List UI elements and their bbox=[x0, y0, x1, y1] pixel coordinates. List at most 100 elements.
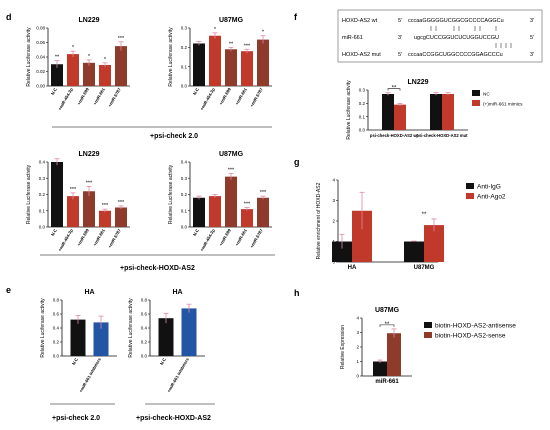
x-tick-label: N.C bbox=[50, 87, 58, 96]
bar bbox=[225, 49, 237, 86]
bar bbox=[387, 333, 401, 376]
y-tick-label: 0.06 bbox=[36, 40, 45, 45]
x-tick-label: +miR-454-3p bbox=[57, 87, 74, 112]
bar bbox=[373, 361, 387, 376]
group-label-d-bottom: +psi-check-HOXD-AS2 bbox=[120, 265, 195, 272]
significance-label: ** bbox=[422, 212, 427, 218]
x-tick-label: N.C bbox=[50, 228, 58, 237]
bar bbox=[193, 43, 205, 86]
y-tick-label: 0.2 bbox=[141, 340, 148, 345]
chart-e-ha-hoxd: HA Relative Luciferase activity 0.0 0.2 0.4 0… bbox=[128, 289, 205, 393]
y-tick-label: 2 bbox=[356, 345, 359, 350]
bar bbox=[241, 51, 253, 86]
x-tick-label: +miR-661 inhibitors bbox=[166, 356, 190, 393]
y-axis-label: Relative Luciferase activity bbox=[128, 298, 134, 358]
significance-label: * bbox=[72, 45, 75, 51]
sequence-text-mir: ugcgCUCCGGUCUCUGGUCCGU bbox=[414, 35, 499, 41]
significance-label: * bbox=[88, 54, 91, 60]
bar bbox=[99, 210, 111, 227]
group-label-d-top: +psi-check 2.0 bbox=[150, 133, 198, 140]
x-tick-label: psi-check-HOXD-AS2 wt bbox=[370, 133, 419, 138]
chart-title: U87MG bbox=[219, 17, 244, 24]
y-axis-label: Relative Luciferase activity bbox=[40, 298, 46, 358]
y-tick-label: 0.0 bbox=[39, 225, 46, 230]
y-tick-label: 0 bbox=[356, 374, 359, 379]
sequence-row-wt: HOXD-AS2 wt 5' cccaaGGGGGUCGGCGCCCCAGGCu… bbox=[342, 18, 534, 24]
legend-label: Anti-IgG bbox=[477, 184, 501, 191]
y-tick-label: 0.0 bbox=[181, 84, 188, 89]
y-tick-label: 0 bbox=[332, 260, 335, 265]
chart-d-ln229-hoxd: LN229 Relative Luciferase activity 0.0 0.1 0… bbox=[26, 151, 130, 252]
x-tick-label: +miR-599 bbox=[218, 227, 232, 246]
bar bbox=[241, 209, 253, 227]
y-tick-label: 0.0 bbox=[141, 354, 148, 359]
x-tick-label: +miR-661 bbox=[92, 227, 106, 246]
y-axis-label: Relative Luciferase activity bbox=[346, 80, 352, 140]
significance-label: *** bbox=[244, 43, 251, 49]
bar bbox=[209, 196, 221, 227]
sequence-name-mir: miR-661 bbox=[342, 35, 363, 41]
y-tick-label: 0.4 bbox=[53, 326, 60, 331]
x-tick-label: +miR-661 bbox=[234, 86, 248, 105]
sequence-row-mir: miR-661 3' ugcgCUCCGGUCUCUGGUCCGU 5' bbox=[342, 35, 534, 41]
y-tick-label: 0.8 bbox=[141, 298, 148, 303]
sequence-end3-wt: 3' bbox=[530, 18, 534, 24]
bar bbox=[83, 62, 95, 86]
bar bbox=[404, 241, 424, 262]
y-tick-label: 0.2 bbox=[181, 192, 188, 197]
chart-title: HA bbox=[84, 289, 94, 296]
bar bbox=[382, 94, 394, 130]
x-tick-label: N.C bbox=[192, 228, 200, 237]
panel-label-h: h bbox=[294, 288, 300, 298]
y-tick-label: 0.1 bbox=[181, 64, 188, 69]
bar bbox=[93, 322, 109, 356]
x-tick-label: +miR-599 bbox=[76, 227, 90, 246]
y-axis-label: Relative enrichment of HOXD-AS2 bbox=[316, 182, 322, 259]
legend-swatch bbox=[466, 193, 474, 199]
bar bbox=[83, 191, 95, 227]
bar bbox=[257, 39, 269, 86]
y-tick-label: 4 bbox=[332, 178, 335, 183]
bar bbox=[257, 197, 269, 227]
x-tick-label: +miR-661 bbox=[92, 86, 106, 105]
bar bbox=[424, 225, 444, 262]
x-tick-label: +miR-661 bbox=[234, 227, 248, 246]
y-tick-label: 0.1 bbox=[359, 114, 366, 119]
sequence-row-mut: HOXD-AS2 mut 5' cccaaCCGGCUGGCCCCGGAGCCC… bbox=[342, 52, 534, 58]
bar bbox=[70, 319, 86, 356]
sequence-alignment: HOXD-AS2 wt 5' cccaaGGGGGUCGGCGCCCCAGGCu… bbox=[337, 9, 543, 63]
x-tick-label: +miR-5787 bbox=[107, 227, 122, 248]
significance-label: *** bbox=[70, 187, 77, 193]
y-tick-label: 0.02 bbox=[36, 69, 45, 74]
significance-label: ** bbox=[55, 55, 60, 61]
significance-label: *** bbox=[228, 167, 235, 173]
y-tick-label: 0.4 bbox=[141, 326, 148, 331]
panel-label-g: g bbox=[294, 157, 300, 167]
panel-label-d: d bbox=[6, 12, 12, 22]
y-tick-label: 0.0 bbox=[359, 128, 366, 133]
y-tick-label: 1 bbox=[356, 359, 359, 364]
x-tick-label: N.C bbox=[71, 357, 79, 366]
significance-label: *** bbox=[118, 36, 125, 42]
bar bbox=[430, 94, 442, 130]
significance-bracket bbox=[379, 324, 395, 327]
sequence-end3-mut: 3' bbox=[530, 52, 534, 58]
significance-label: *** bbox=[86, 180, 93, 186]
x-tick-label: miR-661 bbox=[375, 379, 399, 385]
significance-bracket bbox=[387, 88, 401, 91]
bar bbox=[115, 46, 127, 86]
chart-title: LN229 bbox=[78, 151, 99, 158]
bar bbox=[67, 196, 79, 227]
x-tick-label: +miR-5787 bbox=[107, 86, 122, 107]
y-tick-label: 0.3 bbox=[359, 88, 366, 93]
y-tick-label: 0.4 bbox=[181, 160, 188, 165]
sequence-name-mut: HOXD-AS2 mut bbox=[342, 52, 381, 58]
chart-f-ln229: LN229 Relative Luciferase activity 0.0 0.1 0… bbox=[346, 79, 523, 140]
y-tick-label: 0.00 bbox=[36, 84, 45, 89]
legend-swatch bbox=[424, 332, 432, 338]
significance-label: *** bbox=[118, 200, 125, 206]
legend-label: biotin-HOXD-AS2-sense bbox=[435, 333, 506, 340]
y-axis-label: Relative Luciferase activity bbox=[168, 27, 174, 87]
